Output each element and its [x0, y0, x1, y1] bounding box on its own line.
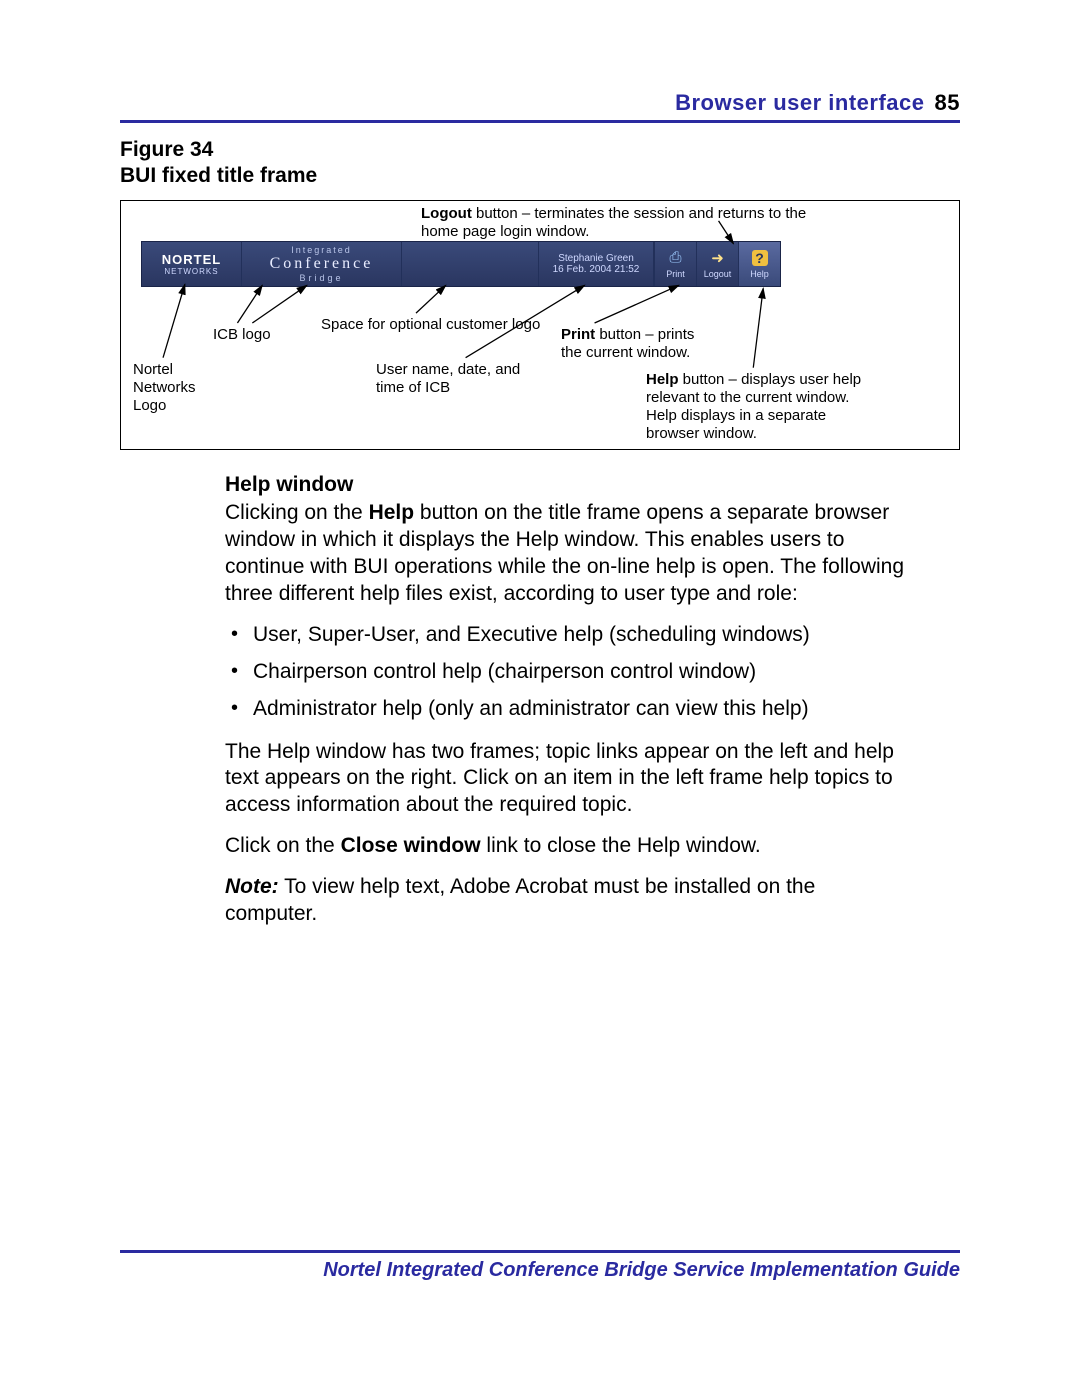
logout-button-label: Logout	[704, 269, 732, 279]
callout-nortel: Nortel Networks Logo	[133, 361, 213, 415]
figure-number: Figure 34	[120, 137, 960, 163]
list-item: Administrator help (only an administrato…	[225, 696, 905, 723]
print-button-label: Print	[666, 269, 685, 279]
callout-logout-bold: Logout	[421, 205, 472, 222]
para-help-frames: The Help window has two frames; topic li…	[225, 739, 905, 820]
para-close-window: Click on the Close window link to close …	[225, 833, 905, 860]
nortel-logo-text1: NORTEL	[162, 252, 221, 267]
p3a: Click on the	[225, 834, 341, 857]
callout-icb: ICB logo	[213, 326, 271, 344]
callout-help: Help button – displays user help relevan…	[646, 371, 876, 443]
callout-print: Print button – prints the current window…	[561, 326, 711, 362]
print-icon: ⎙	[667, 249, 685, 267]
heading-help-window: Help window	[225, 472, 905, 499]
nortel-logo-text2: NETWORKS	[164, 267, 218, 276]
logout-button[interactable]: ➜ Logout	[696, 242, 738, 286]
figure-box: Logout button – terminates the session a…	[120, 200, 960, 450]
callout-space: Space for optional customer logo	[321, 316, 571, 334]
note-label: Note:	[225, 875, 279, 898]
help-icon: ?	[751, 249, 769, 267]
icb-logo-line3: Bridge	[299, 273, 343, 283]
footer-rule	[120, 1250, 960, 1253]
user-date-text: 16 Feb. 2004 21:52	[553, 264, 640, 275]
p3c: link to close the Help window.	[481, 834, 761, 857]
callout-print-bold: Print	[561, 326, 595, 343]
page-number: 85	[935, 90, 960, 116]
help-button[interactable]: ? Help	[738, 242, 780, 286]
help-button-label: Help	[750, 269, 769, 279]
callout-help-bold: Help	[646, 371, 679, 388]
user-name-text: Stephanie Green	[558, 253, 634, 264]
para-note: Note: To view help text, Adobe Acrobat m…	[225, 874, 905, 928]
icb-logo-line2: Conference	[270, 255, 374, 273]
figure-title: BUI fixed title frame	[120, 163, 960, 189]
p1b: Help	[369, 501, 415, 524]
p1a: Clicking on the	[225, 501, 369, 524]
callout-user: User name, date, and time of ICB	[376, 361, 526, 397]
bui-title-bar: NORTEL NETWORKS Integrated Conference Br…	[141, 241, 781, 287]
help-types-list: User, Super-User, and Executive help (sc…	[225, 622, 905, 723]
list-item: Chairperson control help (chairperson co…	[225, 659, 905, 686]
icb-logo-line1: Integrated	[291, 245, 352, 255]
print-button[interactable]: ⎙ Print	[654, 242, 696, 286]
logout-icon: ➜	[709, 249, 727, 267]
note-text: To view help text, Adobe Acrobat must be…	[225, 875, 815, 925]
section-title: Browser user interface	[675, 90, 924, 116]
figure-caption: Figure 34 BUI fixed title frame	[120, 137, 960, 190]
nortel-logo: NORTEL NETWORKS	[142, 242, 242, 286]
user-info-block: Stephanie Green 16 Feb. 2004 21:52	[539, 242, 654, 286]
footer-title: Nortel Integrated Conference Bridge Serv…	[120, 1259, 960, 1282]
callout-logout: Logout button – terminates the session a…	[421, 205, 831, 241]
header-rule	[120, 120, 960, 123]
icb-logo: Integrated Conference Bridge	[242, 242, 402, 286]
list-item: User, Super-User, and Executive help (sc…	[225, 622, 905, 649]
customer-logo-space	[402, 242, 539, 286]
para-help-intro: Clicking on the Help button on the title…	[225, 500, 905, 608]
p3b: Close window	[341, 834, 481, 857]
